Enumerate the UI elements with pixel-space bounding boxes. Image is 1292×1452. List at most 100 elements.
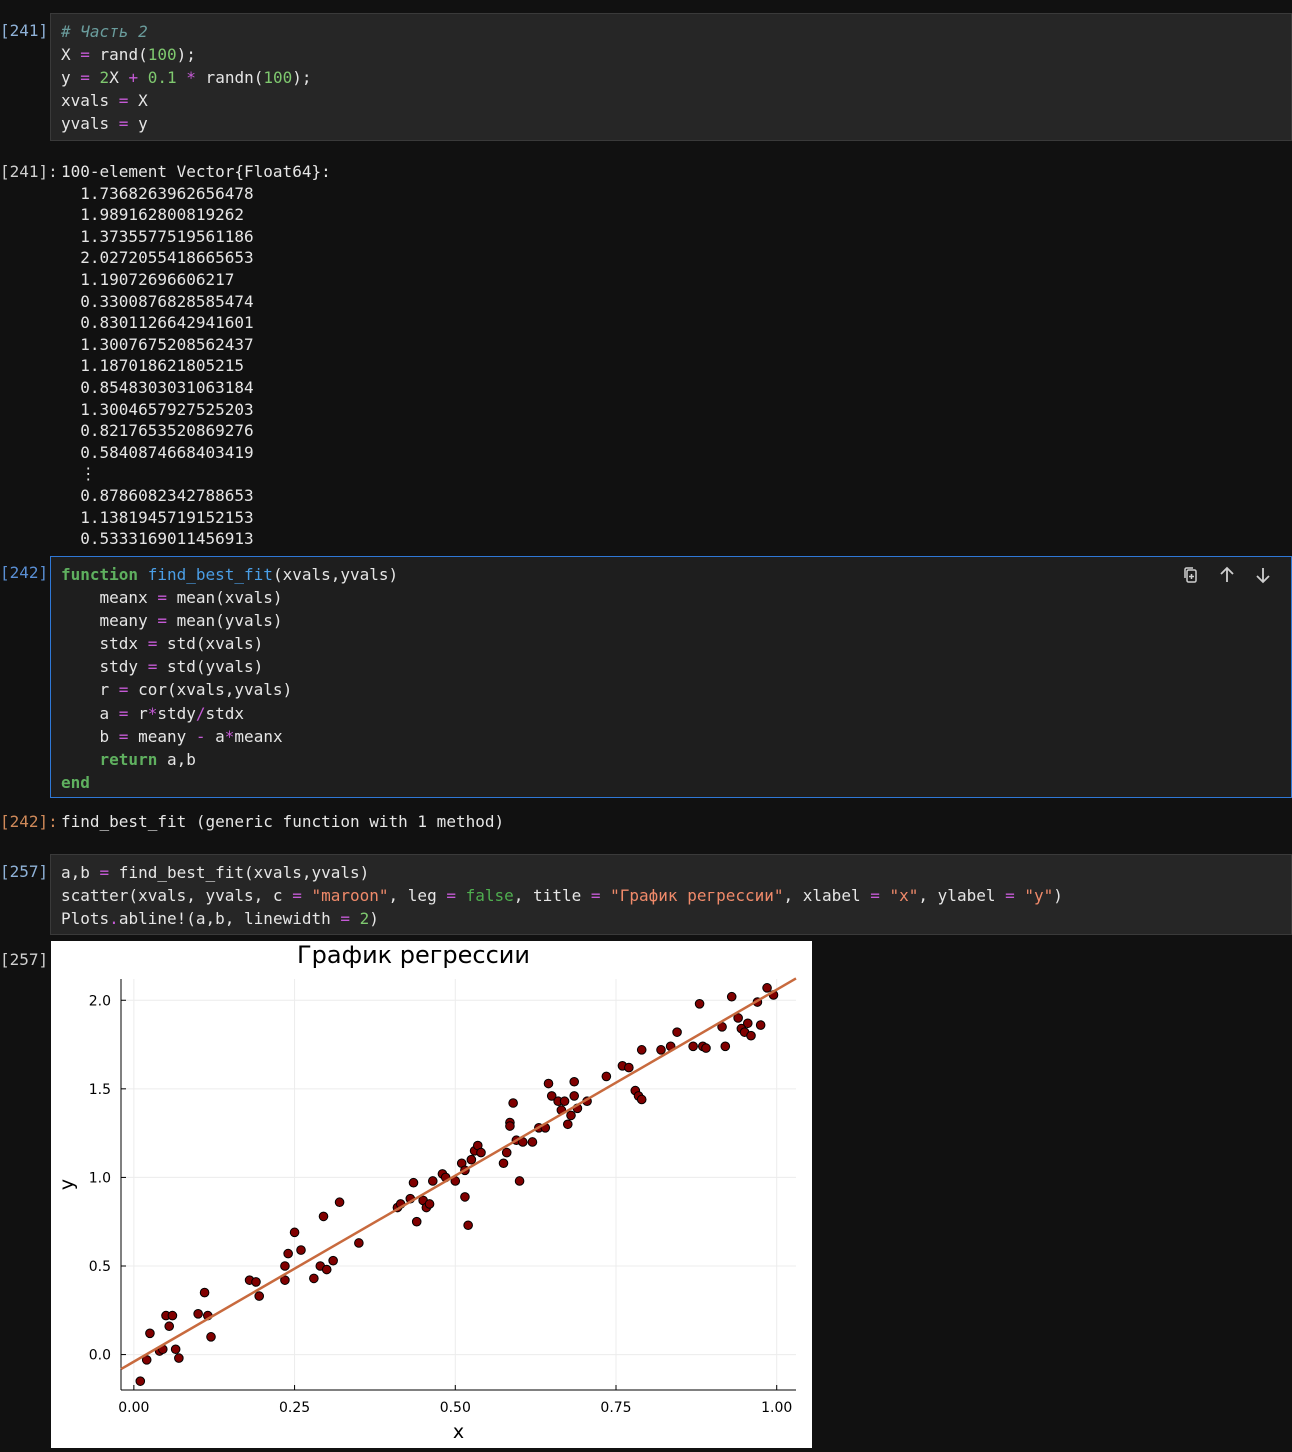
scatter-point [508, 1098, 518, 1108]
code-cell-242[interactable]: function find_best_fit(xvals,yvals) mean… [50, 556, 1292, 798]
scatter-point [145, 1328, 155, 1339]
y-tick-label: 1.0 [89, 1170, 111, 1186]
code-token: = [1005, 886, 1015, 906]
code-token: , title [513, 886, 591, 906]
code-token: y [61, 68, 81, 88]
code-token: stdy [61, 657, 148, 677]
code-line[interactable]: stdx = std(xvals) [61, 632, 1281, 655]
scatter-point [289, 1227, 300, 1238]
output-line: 0.8301126642941601 [61, 313, 254, 333]
code-token: * [147, 703, 158, 723]
code-token: stdx [61, 634, 148, 654]
code-token: yvals [61, 114, 119, 134]
code-token [1015, 886, 1025, 905]
output-line: 0.8548303031063184 [61, 377, 254, 397]
code-token: r [61, 680, 119, 700]
code-line[interactable]: yvals = y [61, 112, 1281, 135]
scatter-point [328, 1255, 338, 1266]
code-token: , ylabel [918, 886, 1006, 906]
code-editor[interactable]: function find_best_fit(xvals,yvals) mean… [61, 563, 1281, 794]
cell-prompt-241: [241]: [0, 21, 58, 40]
code-line[interactable]: xvals = X [61, 89, 1281, 112]
cell-prompt-257: [257]: [0, 862, 58, 881]
output-line: 1.19072696606217 [61, 269, 235, 289]
code-token [138, 68, 148, 87]
scatter-point [296, 1245, 306, 1255]
arrow-down-icon[interactable] [1251, 563, 1275, 587]
scatter-point [408, 1177, 419, 1188]
code-line[interactable]: stdy = std(yvals) [61, 655, 1281, 678]
code-line[interactable]: r = cor(xvals,yvals) [61, 678, 1281, 701]
scatter-point [164, 1321, 175, 1332]
output-line: 1.1381945719152153 [61, 507, 254, 527]
code-line[interactable]: X = rand(100); [61, 43, 1281, 66]
code-token: = [118, 703, 129, 723]
output-line: 0.8786082342788653 [61, 485, 254, 505]
x-axis-label: x [453, 1421, 464, 1443]
output-line: 1.3004657927525203 [61, 399, 254, 419]
code-line[interactable]: meany = mean(yvals) [61, 609, 1281, 632]
code-token: 2 [99, 68, 110, 88]
code-token: "График регрессии" [610, 886, 784, 906]
scatter-point [566, 1110, 576, 1121]
code-token: a,b [157, 749, 196, 769]
code-token: scatter(xvals, yvals, c [61, 886, 293, 906]
scatter-point [199, 1287, 210, 1298]
code-token [138, 565, 148, 584]
scatter-point [562, 1119, 573, 1130]
scatter-point [476, 1147, 486, 1158]
code-line[interactable]: end [61, 771, 1281, 794]
code-token: find_best_fit(xvals,yvals) [109, 863, 370, 882]
scatter-point [636, 1094, 647, 1105]
code-token: end [61, 772, 90, 792]
code-line[interactable]: scatter(xvals, yvals, c = "maroon", leg … [61, 884, 1281, 907]
code-token [61, 750, 100, 769]
y-tick-label: 0.0 [89, 1348, 111, 1364]
scatter-point [334, 1197, 345, 1208]
scatter-point [318, 1211, 329, 1222]
code-line[interactable]: # Часть 2 [61, 20, 1281, 43]
scatter-point [559, 1096, 570, 1107]
scatter-point [672, 1027, 682, 1037]
scatter-point [427, 1176, 438, 1186]
code-line[interactable]: y = 2X + 0.1 * randn(100); [61, 66, 1281, 89]
arrow-up-icon[interactable] [1215, 563, 1239, 587]
code-token: = [147, 634, 158, 654]
code-line[interactable]: b = meany - a*meanx [61, 725, 1281, 748]
scatter-point [656, 1045, 666, 1055]
code-token: "maroon" [311, 886, 389, 906]
copy-icon[interactable] [1179, 563, 1203, 587]
scatter-point [514, 1176, 525, 1186]
output-line: 0.5840874668403419 [61, 442, 254, 462]
code-line[interactable]: return a,b [61, 748, 1281, 771]
output-line: 0.5333169011456913 [61, 529, 254, 544]
scatter-point [309, 1273, 319, 1284]
code-token [350, 909, 360, 928]
code-token: 2 [359, 909, 370, 929]
code-cell-257[interactable]: a,b = find_best_fit(xvals,yvals) scatter(… [50, 854, 1292, 935]
scatter-point [321, 1264, 332, 1275]
code-line[interactable]: a = r*stdy/stdx [61, 702, 1281, 725]
output-prompt-242: [242]: [0, 812, 58, 831]
code-token: ) [369, 909, 379, 929]
code-token: = [118, 680, 129, 700]
code-editor[interactable]: a,b = find_best_fit(xvals,yvals) scatter(… [61, 861, 1281, 930]
code-line[interactable]: function find_best_fit(xvals,yvals) [61, 563, 1281, 586]
scatter-point [193, 1309, 203, 1319]
scatter-point [174, 1353, 184, 1363]
x-tick-label: 1.00 [761, 1400, 792, 1416]
code-line[interactable]: Plots.abline!(a,b, linewidth = 2) [61, 907, 1281, 930]
code-token: = [147, 657, 158, 677]
code-token: meanx [234, 726, 283, 746]
scatter-point [601, 1071, 612, 1082]
code-token: , leg [388, 886, 447, 906]
code-line[interactable]: a,b = find_best_fit(xvals,yvals) [61, 861, 1281, 884]
scatter-point [251, 1277, 261, 1287]
code-token: mean(yvals) [166, 611, 283, 631]
code-line[interactable]: meanx = mean(xvals) [61, 586, 1281, 609]
code-token: (xvals,yvals) [272, 565, 399, 584]
code-token: stdx [205, 703, 245, 723]
code-token: meany [128, 726, 196, 746]
